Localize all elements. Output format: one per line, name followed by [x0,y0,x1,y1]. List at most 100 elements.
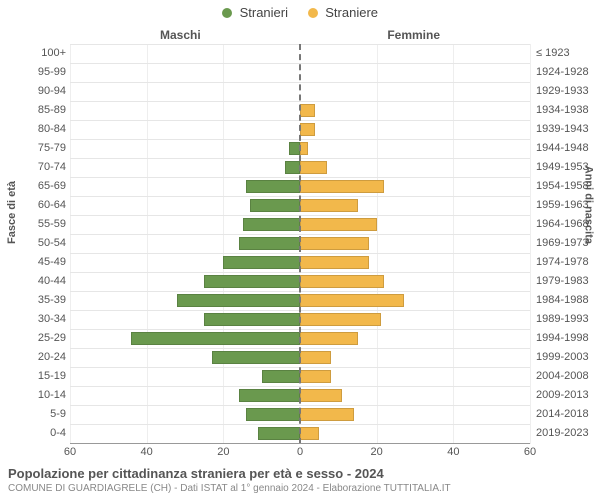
y-label-birth: 1979-1983 [536,272,600,291]
bar-male [246,180,300,193]
y-label-birth: 1984-1988 [536,291,600,310]
bar-male [223,256,300,269]
y-label-birth: 1959-1963 [536,196,600,215]
y-label-birth: 2019-2023 [536,424,600,443]
y-label-birth: 1934-1938 [536,101,600,120]
y-label-age: 40-44 [0,272,66,291]
bar-male [177,294,300,307]
y-label-birth: 1994-1998 [536,329,600,348]
bar-male [250,199,300,212]
chart-title: Popolazione per cittadinanza straniera p… [8,466,592,481]
y-label-age: 20-24 [0,348,66,367]
legend-swatch-male [222,8,232,18]
chart-subtitle: COMUNE DI GUARDIAGRELE (CH) - Dati ISTAT… [8,483,592,494]
legend-item-male: Stranieri [222,4,288,20]
y-label-age: 95-99 [0,63,66,82]
bar-female [300,408,354,421]
y-label-age: 55-59 [0,215,66,234]
legend-item-female: Straniere [308,4,378,20]
legend-swatch-female [308,8,318,18]
y-label-birth: 1949-1953 [536,158,600,177]
y-label-age: 75-79 [0,139,66,158]
bar-male [239,237,300,250]
bar-female [300,161,327,174]
bar-male [262,370,300,383]
legend-label-female: Straniere [325,5,378,20]
y-label-age: 85-89 [0,101,66,120]
bar-male [239,389,300,402]
chart-footer: Popolazione per cittadinanza straniera p… [8,466,592,494]
y-label-birth: 2004-2008 [536,367,600,386]
bar-female [300,142,308,155]
population-pyramid-chart: Stranieri Straniere Maschi Femmine Fasce… [0,0,600,500]
bar-female [300,180,384,193]
bar-female [300,256,369,269]
bar-female [300,351,331,364]
x-tick: 60 [64,446,76,458]
bar-female [300,218,377,231]
y-label-birth: 2009-2013 [536,386,600,405]
y-label-birth: 1974-1978 [536,253,600,272]
y-label-age: 30-34 [0,310,66,329]
bar-female [300,104,315,117]
y-label-birth: 1989-1993 [536,310,600,329]
y-label-age: 70-74 [0,158,66,177]
bar-male [243,218,301,231]
bar-female [300,237,369,250]
bar-female [300,123,315,136]
y-label-age: 15-19 [0,367,66,386]
y-label-age: 50-54 [0,234,66,253]
y-label-age: 10-14 [0,386,66,405]
bar-male [204,275,300,288]
x-tick: 20 [371,446,383,458]
y-label-age: 100+ [0,44,66,63]
y-label-birth: 1999-2003 [536,348,600,367]
bar-male [246,408,300,421]
x-tick: 40 [141,446,153,458]
bar-male [204,313,300,326]
bar-male [212,351,300,364]
y-label-birth: 1969-1973 [536,234,600,253]
bar-male [285,161,300,174]
legend: Stranieri Straniere [0,4,600,20]
bar-female [300,389,342,402]
y-label-birth: 1939-1943 [536,120,600,139]
x-tick: 40 [447,446,459,458]
column-title-female: Femmine [387,28,440,42]
y-label-birth: ≤ 1923 [536,44,600,63]
x-axis: 6040200204060 [70,444,530,462]
y-label-birth: 1929-1933 [536,82,600,101]
bar-female [300,427,319,440]
y-label-age: 35-39 [0,291,66,310]
x-tick: 20 [217,446,229,458]
plot-area [70,44,530,444]
y-label-age: 25-29 [0,329,66,348]
y-label-age: 60-64 [0,196,66,215]
bar-female [300,294,404,307]
gridline [530,44,531,444]
center-divider [299,44,301,444]
y-label-birth: 2014-2018 [536,405,600,424]
bar-female [300,199,358,212]
column-title-male: Maschi [160,28,201,42]
y-label-birth: 1964-1968 [536,215,600,234]
y-label-age: 0-4 [0,424,66,443]
bar-female [300,332,358,345]
y-label-age: 45-49 [0,253,66,272]
y-label-birth: 1924-1928 [536,63,600,82]
bar-male [258,427,300,440]
x-tick: 0 [297,446,303,458]
y-label-birth: 1954-1958 [536,177,600,196]
bar-female [300,370,331,383]
y-axis-labels-birth: ≤ 19231924-19281929-19331934-19381939-19… [536,44,600,444]
bar-female [300,275,384,288]
y-label-age: 5-9 [0,405,66,424]
bar-female [300,313,381,326]
y-label-age: 90-94 [0,82,66,101]
y-axis-labels-age: 100+95-9990-9485-8980-8475-7970-7465-696… [0,44,66,444]
y-label-birth: 1944-1948 [536,139,600,158]
y-label-age: 80-84 [0,120,66,139]
bar-male [131,332,300,345]
legend-label-male: Stranieri [240,5,288,20]
x-tick: 60 [524,446,536,458]
